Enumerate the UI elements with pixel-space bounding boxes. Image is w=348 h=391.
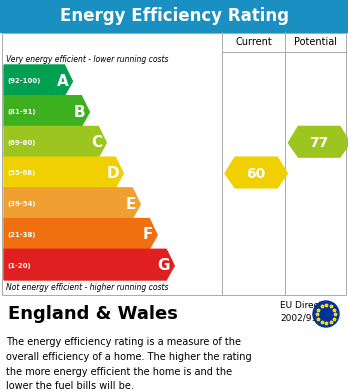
Bar: [2, 295, 346, 333]
Bar: [0, 32, 348, 295]
Polygon shape: [4, 188, 140, 219]
Text: (55-68): (55-68): [7, 170, 35, 176]
Text: 77: 77: [310, 136, 329, 150]
Text: E: E: [126, 197, 136, 212]
Polygon shape: [4, 126, 106, 157]
Text: The energy efficiency rating is a measure of the
overall efficiency of a home. T: The energy efficiency rating is a measur…: [6, 337, 252, 391]
Text: Energy Efficiency Rating: Energy Efficiency Rating: [60, 7, 288, 25]
Text: Not energy efficient - higher running costs: Not energy efficient - higher running co…: [6, 283, 168, 292]
Circle shape: [313, 301, 339, 327]
Text: Potential: Potential: [294, 37, 337, 47]
Text: C: C: [91, 135, 102, 150]
Text: A: A: [57, 74, 69, 89]
Polygon shape: [225, 157, 287, 188]
Text: F: F: [143, 228, 153, 242]
Polygon shape: [288, 126, 348, 157]
Bar: [2, 33, 346, 295]
Polygon shape: [4, 96, 89, 126]
Text: EU Directive
2002/91/EC: EU Directive 2002/91/EC: [280, 301, 336, 323]
Text: D: D: [107, 166, 119, 181]
Text: (21-38): (21-38): [7, 232, 35, 238]
Text: (1-20): (1-20): [7, 263, 31, 269]
Polygon shape: [4, 219, 157, 249]
Polygon shape: [4, 65, 72, 96]
Polygon shape: [4, 249, 174, 280]
Text: 60: 60: [247, 167, 266, 181]
Text: (92-100): (92-100): [7, 78, 40, 84]
Text: B: B: [74, 104, 85, 120]
Text: Current: Current: [235, 37, 272, 47]
Polygon shape: [4, 157, 123, 188]
Bar: [0, 0, 348, 32]
Text: (69-80): (69-80): [7, 140, 35, 146]
Text: (39-54): (39-54): [7, 201, 35, 207]
Text: Very energy efficient - lower running costs: Very energy efficient - lower running co…: [6, 54, 168, 63]
Text: (81-91): (81-91): [7, 109, 35, 115]
Text: England & Wales: England & Wales: [8, 305, 178, 323]
Text: G: G: [158, 258, 170, 273]
